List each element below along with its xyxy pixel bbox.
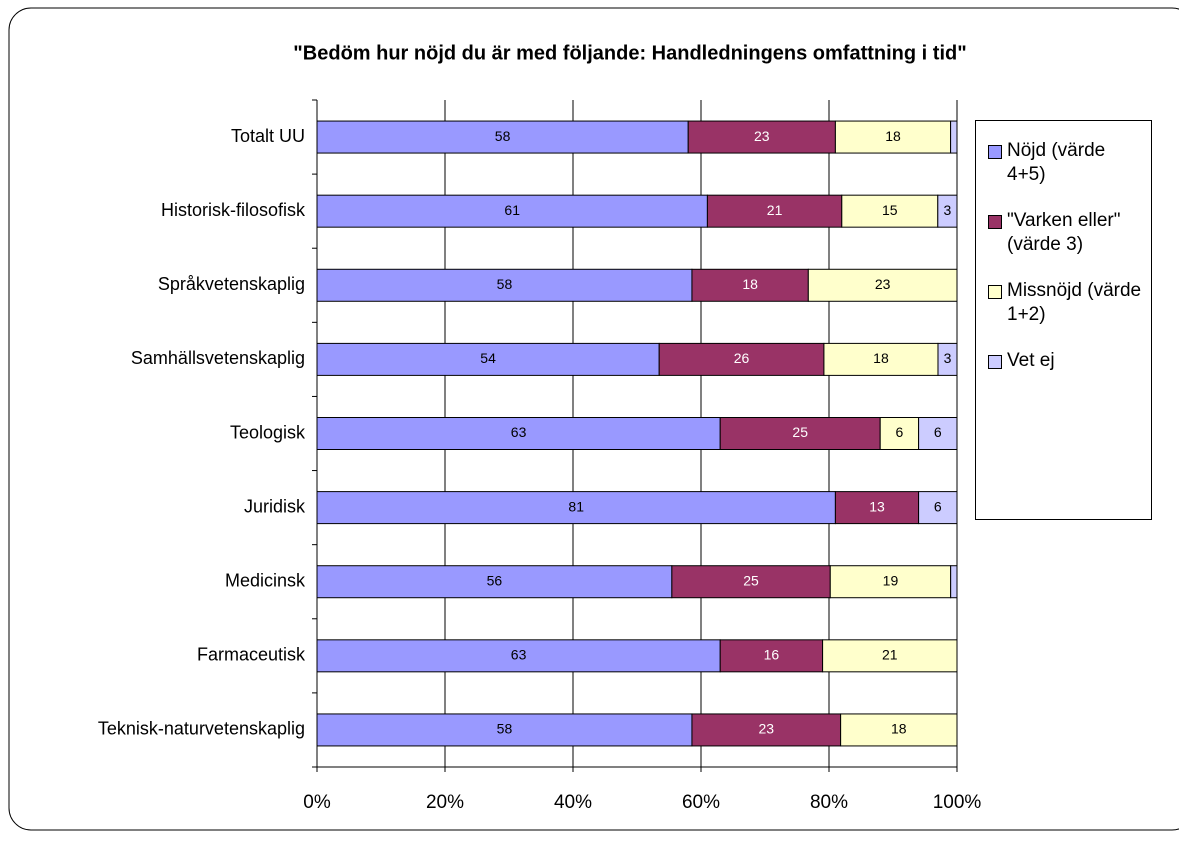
bar-segment	[316, 194, 708, 228]
data-label: 6	[934, 424, 942, 440]
data-label: 63	[511, 647, 527, 663]
y-tick-label: Språkvetenskaplig	[158, 274, 305, 294]
bar-segment	[937, 194, 958, 228]
bar-segment	[807, 268, 958, 302]
data-label: 6	[896, 424, 904, 440]
bar-segment	[840, 713, 958, 747]
bar-segment	[918, 417, 958, 450]
y-tick-label: Juridisk	[244, 496, 306, 516]
data-label: 13	[869, 498, 885, 514]
y-tick-label: Historisk-filosofisk	[161, 200, 306, 220]
y-tick-label: Samhällsvetenskaplig	[131, 348, 305, 368]
data-label: 18	[891, 721, 907, 737]
legend-item: Missnöjd (värde 1+2)	[988, 279, 1143, 327]
bar-segment	[316, 713, 693, 747]
data-label: 54	[480, 350, 496, 366]
legend-label: Nöjd (värde 4+5)	[1007, 140, 1106, 185]
data-label: 18	[742, 276, 758, 292]
bar-segment	[671, 565, 831, 599]
chart-frame	[8, 7, 1179, 831]
data-label: 58	[495, 128, 511, 144]
legend: Nöjd (värde 4+5) "Varken eller" (värde 3)…	[975, 120, 1152, 520]
bar-segment	[316, 491, 836, 525]
legend-item: Nöjd (värde 4+5)	[988, 139, 1143, 187]
bar-segment	[823, 342, 939, 376]
bar-segment	[918, 491, 958, 525]
data-label: 18	[873, 350, 889, 366]
bar-segment	[316, 120, 689, 154]
data-label: 63	[511, 424, 527, 440]
bar-segment	[316, 268, 693, 302]
bar-segment	[834, 120, 952, 154]
chart-title: "Bedöm hur nöjd du är med följande: Hand…	[293, 42, 966, 64]
y-tick-label: Teknisk-naturvetenskaplig	[98, 719, 305, 739]
bar-segment	[841, 194, 939, 228]
legend-swatch	[988, 285, 1002, 299]
data-label: 21	[882, 647, 898, 663]
data-label: 21	[767, 202, 783, 218]
data-label: 26	[734, 350, 750, 366]
legend-label: Vet ej	[1007, 350, 1055, 371]
bar-segment	[719, 417, 881, 450]
legend-swatch	[988, 215, 1002, 229]
x-tick-label: 80%	[810, 792, 848, 813]
y-tick-label: Teologisk	[230, 422, 306, 442]
legend-item: Vet ej	[988, 349, 1143, 373]
bar-segment	[316, 417, 721, 450]
bar-segment	[316, 342, 660, 376]
data-label: 16	[764, 647, 780, 663]
legend-label: Missnöjd (värde 1+2)	[1007, 280, 1142, 325]
bar-segment	[950, 120, 958, 154]
x-tick-label: 60%	[682, 792, 720, 813]
bar-segment	[687, 120, 836, 154]
legend-item: "Varken eller" (värde 3)	[988, 209, 1143, 257]
data-label: 23	[754, 128, 770, 144]
data-label: 3	[944, 202, 952, 218]
bar-segment	[316, 565, 673, 599]
bar-segment	[937, 342, 958, 376]
y-tick-label: Farmaceutisk	[197, 645, 306, 665]
bar-segment	[706, 194, 843, 228]
legend-label: "Varken eller" (värde 3)	[1007, 210, 1121, 255]
y-tick-label: Medicinsk	[225, 570, 306, 590]
data-label: 3	[944, 350, 952, 366]
data-label: 81	[568, 498, 584, 514]
data-label: 19	[883, 572, 899, 588]
bar-segment	[691, 268, 809, 302]
x-tick-label: 0%	[303, 792, 331, 813]
bar-segment	[950, 565, 958, 599]
bar-segment	[834, 491, 920, 525]
legend-swatch	[988, 355, 1002, 369]
data-label: 18	[885, 128, 901, 144]
y-tick-label: Totalt UU	[231, 126, 305, 146]
data-label: 15	[882, 202, 898, 218]
bar-segment	[822, 639, 958, 673]
data-label: 23	[759, 721, 775, 737]
x-tick-label: 100%	[933, 792, 982, 813]
data-label: 58	[497, 721, 513, 737]
bar-segment	[316, 639, 721, 673]
legend-swatch	[988, 145, 1002, 159]
data-label: 61	[504, 202, 520, 218]
data-label: 25	[792, 424, 808, 440]
data-label: 56	[487, 572, 503, 588]
bar-segment	[691, 713, 842, 747]
x-tick-label: 20%	[426, 792, 464, 813]
data-label: 6	[934, 498, 942, 514]
data-label: 23	[875, 276, 891, 292]
data-label: 58	[497, 276, 513, 292]
x-tick-label: 40%	[554, 792, 592, 813]
data-label: 25	[743, 572, 759, 588]
